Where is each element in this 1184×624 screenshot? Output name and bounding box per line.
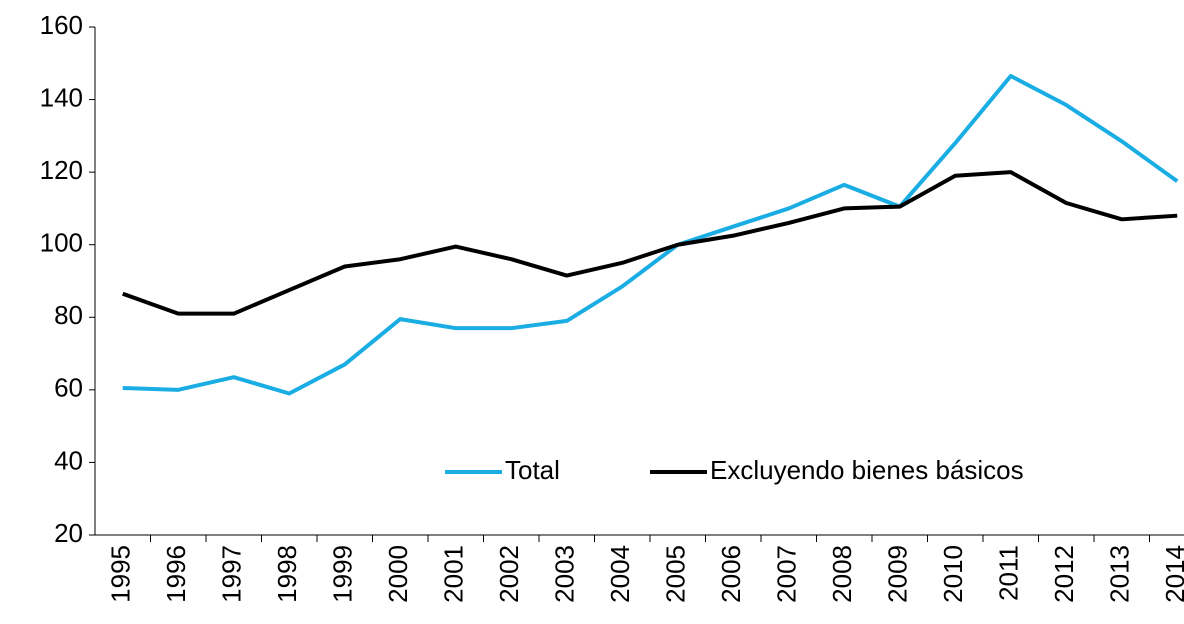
x-tick-label: 2010 (938, 545, 968, 603)
x-tick-label: 2005 (661, 545, 691, 603)
y-tick-label: 140 (40, 82, 83, 112)
series-line (122, 170, 1178, 316)
x-tick-label: 2012 (1049, 545, 1079, 603)
x-tick-label: 1995 (106, 545, 136, 603)
legend-label: Excluyendo bienes básicos (710, 455, 1024, 485)
x-tick-label: 2002 (494, 545, 524, 603)
x-tick-label: 1997 (217, 545, 247, 603)
x-tick-label: 1998 (272, 545, 302, 603)
x-tick-label: 2000 (383, 545, 413, 603)
series-line (122, 73, 1179, 396)
y-tick-label: 160 (40, 10, 83, 40)
y-tick-label: 100 (40, 228, 83, 258)
x-tick-label: 2004 (605, 545, 635, 603)
y-tick-label: 40 (54, 445, 83, 475)
y-tick-label: 80 (54, 300, 83, 330)
x-tick-label: 2001 (439, 545, 469, 603)
x-tick-label: 2003 (550, 545, 580, 603)
y-tick-label: 120 (40, 155, 83, 185)
x-tick-label: 1996 (161, 545, 191, 603)
y-tick-label: 60 (54, 373, 83, 403)
x-tick-label: 1999 (328, 545, 358, 603)
x-tick-label: 2008 (827, 545, 857, 603)
x-tick-label: 2009 (883, 545, 913, 603)
x-tick-label: 2014 (1160, 545, 1184, 603)
x-tick-label: 2013 (1105, 545, 1135, 603)
legend-label: Total (505, 455, 560, 485)
y-tick-label: 20 (54, 518, 83, 548)
x-tick-label: 2007 (772, 545, 802, 603)
x-tick-label: 2006 (716, 545, 746, 603)
x-tick-label: 2011 (994, 545, 1024, 601)
